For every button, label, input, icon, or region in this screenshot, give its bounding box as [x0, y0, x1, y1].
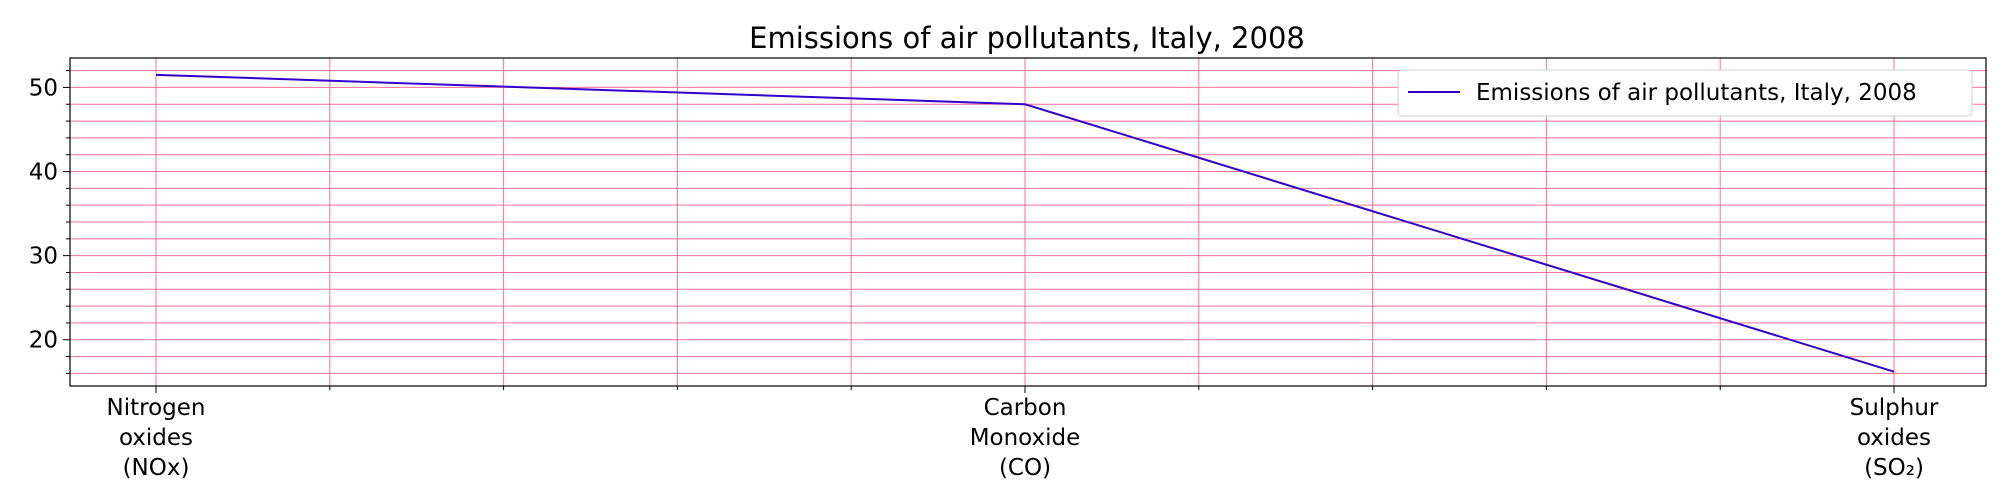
- x-tick-label: Sulphur oxides (SO₂): [1850, 395, 1939, 481]
- chart-title: Emissions of air pollutants, Italy, 2008: [749, 21, 1305, 55]
- y-tick-label: 20: [29, 328, 58, 354]
- y-tick-label: 50: [29, 75, 58, 101]
- y-tick-label: 30: [29, 244, 58, 270]
- series-line: [155, 73, 1895, 373]
- x-tick-label: Carbon Monoxide (CO): [970, 395, 1081, 481]
- grid: [70, 58, 1986, 386]
- x-tick-label: Nitrogen oxides (NOx): [107, 395, 206, 481]
- series-layer: [155, 73, 1895, 373]
- legend: Emissions of air pollutants, Italy, 2008: [1397, 69, 1973, 117]
- legend-box: [1397, 69, 1973, 117]
- axes: 20 30 40 50 Nitrogen oxides (NOx) Carbon Monoxid…: [29, 57, 1987, 481]
- legend-label: Emissions of air pollutants, Italy, 2008: [1476, 80, 1917, 106]
- y-tick-label: 40: [29, 160, 58, 186]
